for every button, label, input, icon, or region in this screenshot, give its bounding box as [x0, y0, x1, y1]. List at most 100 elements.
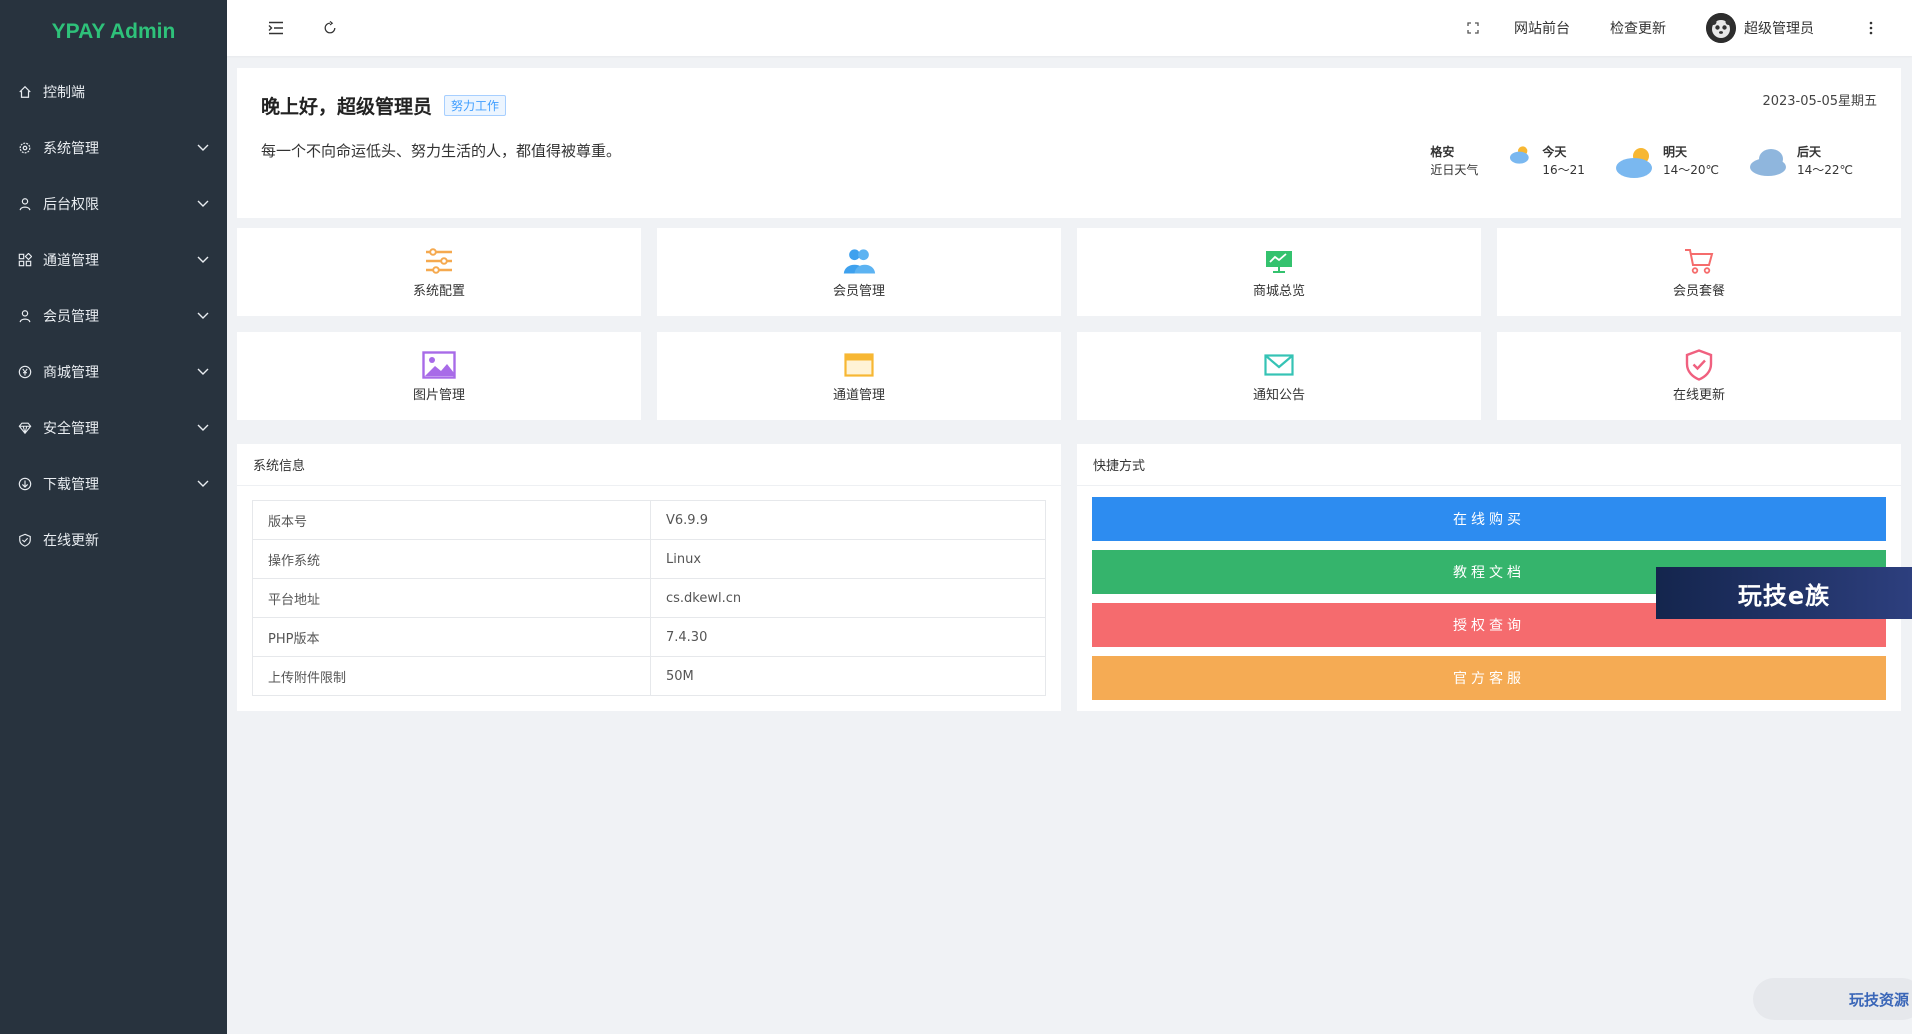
user-icon — [17, 196, 33, 212]
partly-sunny-icon — [1615, 143, 1657, 179]
quick-notice[interactable]: 通知公告 — [1077, 332, 1481, 420]
quick-label: 系统配置 — [413, 280, 465, 299]
sidebar-item-label: 通道管理 — [43, 250, 196, 270]
motto-text: 每一个不向命运低头、努力生活的人，都值得被尊重。 — [261, 140, 621, 161]
quick-label: 图片管理 — [413, 384, 465, 403]
download-icon — [17, 476, 33, 492]
avatar — [1706, 13, 1736, 43]
quick-mall-overview[interactable]: 商城总览 — [1077, 228, 1481, 316]
quick-label: 在线更新 — [1673, 384, 1725, 403]
sidebar-item-admin-permission[interactable]: 后台权限 — [0, 176, 227, 232]
sidebar-item-label: 在线更新 — [43, 530, 227, 550]
quick-system-config[interactable]: 系统配置 — [237, 228, 641, 316]
quick-label: 通知公告 — [1253, 384, 1305, 403]
sidebar-item-channel[interactable]: 通道管理 — [0, 232, 227, 288]
sidebar-item-member[interactable]: 会员管理 — [0, 288, 227, 344]
more-vertical-icon[interactable] — [1860, 17, 1882, 39]
greeting-title: 晚上好，超级管理员 — [261, 92, 432, 119]
quick-online-update[interactable]: 在线更新 — [1497, 332, 1901, 420]
chevron-down-icon — [196, 424, 210, 432]
chevron-down-icon — [196, 256, 210, 264]
sidebar-item-download[interactable]: 下载管理 — [0, 456, 227, 512]
sidebar-item-label: 下载管理 — [43, 474, 196, 494]
yen-icon — [17, 364, 33, 380]
image-icon — [422, 350, 456, 380]
info-value: Linux — [651, 540, 1046, 579]
watermark-banner: 玩技e族 — [1656, 567, 1912, 619]
table-row: 平台地址 cs.dkewl.cn — [253, 579, 1046, 618]
apps-icon — [17, 252, 33, 268]
weather-day: 后天 14～22℃ — [1749, 143, 1853, 179]
sidebar-item-label: 会员管理 — [43, 306, 196, 326]
sliders-icon — [422, 246, 456, 276]
username-label: 超级管理员 — [1744, 18, 1814, 38]
system-info-panel: 系统信息 版本号 V6.9.9 操作系统 Linux 平台地址 cs.dkewl.cn… — [237, 444, 1061, 711]
greeting: 晚上好，超级管理员 努力工作 — [261, 92, 506, 119]
diamond-icon — [17, 420, 33, 436]
home-icon — [17, 84, 33, 100]
info-value: 50M — [651, 657, 1046, 696]
sidebar-item-label: 系统管理 — [43, 138, 196, 158]
sidebar-item-label: 控制端 — [43, 82, 227, 102]
cloudy-icon — [1749, 143, 1791, 179]
weather-day-label: 明天 — [1663, 145, 1687, 159]
weather-day-temp: 14～20℃ — [1663, 163, 1719, 177]
sidebar-item-online-update[interactable]: 在线更新 — [0, 512, 227, 568]
watermark-badge: 玩技资源 — [1753, 978, 1912, 1020]
sidebar-item-label: 安全管理 — [43, 418, 196, 438]
table-row: 版本号 V6.9.9 — [253, 501, 1046, 540]
chevron-down-icon — [196, 368, 210, 376]
table-row: 操作系统 Linux — [253, 540, 1046, 579]
system-info-table: 版本号 V6.9.9 操作系统 Linux 平台地址 cs.dkewl.cn PHP版… — [252, 500, 1046, 696]
app-logo[interactable]: YPAY Admin — [0, 0, 227, 64]
status-badge: 努力工作 — [444, 95, 506, 116]
chevron-down-icon — [196, 480, 210, 488]
quick-label: 会员管理 — [833, 280, 885, 299]
info-value: V6.9.9 — [651, 501, 1046, 540]
info-key: 上传附件限制 — [253, 657, 651, 696]
info-key: 操作系统 — [253, 540, 651, 579]
weather-day: 明天 14～20℃ — [1615, 143, 1719, 179]
quick-label: 通道管理 — [833, 384, 885, 403]
table-row: PHP版本 7.4.30 — [253, 618, 1046, 657]
quick-member-package[interactable]: 会员套餐 — [1497, 228, 1901, 316]
user-icon — [17, 308, 33, 324]
location-sub: 近日天气 — [1430, 163, 1478, 177]
sidebar-item-security[interactable]: 安全管理 — [0, 400, 227, 456]
table-row: 上传附件限制 50M — [253, 657, 1046, 696]
chevron-down-icon — [196, 144, 210, 152]
weather-day-temp: 14～22℃ — [1797, 163, 1853, 177]
sidebar-item-console[interactable]: 控制端 — [0, 64, 227, 120]
user-menu[interactable]: 超级管理员 — [1706, 13, 1814, 43]
chevron-down-icon — [196, 200, 210, 208]
panel-title: 快捷方式 — [1077, 444, 1901, 486]
date-label: 2023-05-05星期五 — [1762, 90, 1877, 109]
weather-widget: 格安 近日天气 今天 16～21 明天 14～20℃ 后天 14～22℃ — [1430, 143, 1853, 179]
quick-label: 商城总览 — [1253, 280, 1305, 299]
customer-service-button[interactable]: 官方客服 — [1092, 656, 1886, 700]
buy-online-button[interactable]: 在线购买 — [1092, 497, 1886, 541]
quick-member-manage[interactable]: 会员管理 — [657, 228, 1061, 316]
shield-check-icon — [17, 532, 33, 548]
cart-icon — [1682, 246, 1716, 276]
mail-icon — [1262, 350, 1296, 380]
gear-icon — [17, 140, 33, 156]
quick-image-manage[interactable]: 图片管理 — [237, 332, 641, 420]
sidebar-item-mall[interactable]: 商城管理 — [0, 344, 227, 400]
refresh-icon[interactable] — [319, 17, 341, 39]
sidebar-item-system[interactable]: 系统管理 — [0, 120, 227, 176]
check-update-link[interactable]: 检查更新 — [1610, 18, 1666, 38]
info-value: 7.4.30 — [651, 618, 1046, 657]
welcome-card: 晚上好，超级管理员 努力工作 每一个不向命运低头、努力生活的人，都值得被尊重。 … — [237, 68, 1901, 218]
website-front-link[interactable]: 网站前台 — [1514, 18, 1570, 38]
shield-check-icon — [1682, 350, 1716, 380]
users-icon — [842, 246, 876, 276]
weather-location: 格安 近日天气 — [1430, 143, 1478, 179]
info-key: PHP版本 — [253, 618, 651, 657]
sidebar: YPAY Admin 控制端 系统管理 后台权限 通道管理 会员管理 — [0, 0, 227, 1034]
partly-sunny-icon — [1508, 143, 1536, 167]
quick-channel-manage[interactable]: 通道管理 — [657, 332, 1061, 420]
header-right: 网站前台 检查更新 超级管理员 — [1462, 0, 1912, 56]
fullscreen-icon[interactable] — [1462, 17, 1484, 39]
menu-fold-icon[interactable] — [265, 17, 287, 39]
